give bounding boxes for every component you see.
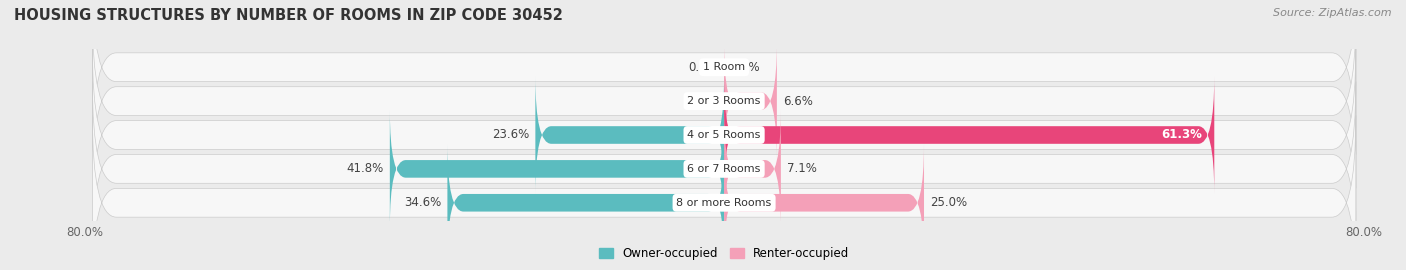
FancyBboxPatch shape [389, 110, 724, 228]
Text: 2 or 3 Rooms: 2 or 3 Rooms [688, 96, 761, 106]
Text: 6 or 7 Rooms: 6 or 7 Rooms [688, 164, 761, 174]
Text: 41.8%: 41.8% [346, 162, 384, 176]
FancyBboxPatch shape [93, 0, 1355, 154]
Text: 25.0%: 25.0% [931, 196, 967, 209]
Text: 0.0%: 0.0% [731, 61, 761, 74]
Text: 0.0%: 0.0% [688, 94, 717, 108]
Text: 1 Room: 1 Room [703, 62, 745, 72]
Legend: Owner-occupied, Renter-occupied: Owner-occupied, Renter-occupied [595, 244, 853, 264]
FancyBboxPatch shape [536, 76, 724, 194]
Text: 0.0%: 0.0% [688, 61, 717, 74]
Text: 6.6%: 6.6% [783, 94, 813, 108]
Text: 4 or 5 Rooms: 4 or 5 Rooms [688, 130, 761, 140]
FancyBboxPatch shape [93, 48, 1355, 222]
FancyBboxPatch shape [93, 116, 1355, 270]
FancyBboxPatch shape [447, 144, 724, 262]
Text: HOUSING STRUCTURES BY NUMBER OF ROOMS IN ZIP CODE 30452: HOUSING STRUCTURES BY NUMBER OF ROOMS IN… [14, 8, 562, 23]
Text: 23.6%: 23.6% [492, 129, 529, 141]
FancyBboxPatch shape [93, 82, 1355, 256]
FancyBboxPatch shape [724, 110, 780, 228]
Text: 8 or more Rooms: 8 or more Rooms [676, 198, 772, 208]
FancyBboxPatch shape [724, 144, 924, 262]
FancyBboxPatch shape [724, 42, 778, 160]
Text: Source: ZipAtlas.com: Source: ZipAtlas.com [1274, 8, 1392, 18]
FancyBboxPatch shape [724, 76, 1215, 194]
Text: 34.6%: 34.6% [404, 196, 441, 209]
FancyBboxPatch shape [93, 14, 1355, 188]
Text: 7.1%: 7.1% [787, 162, 817, 176]
Text: 61.3%: 61.3% [1161, 129, 1202, 141]
